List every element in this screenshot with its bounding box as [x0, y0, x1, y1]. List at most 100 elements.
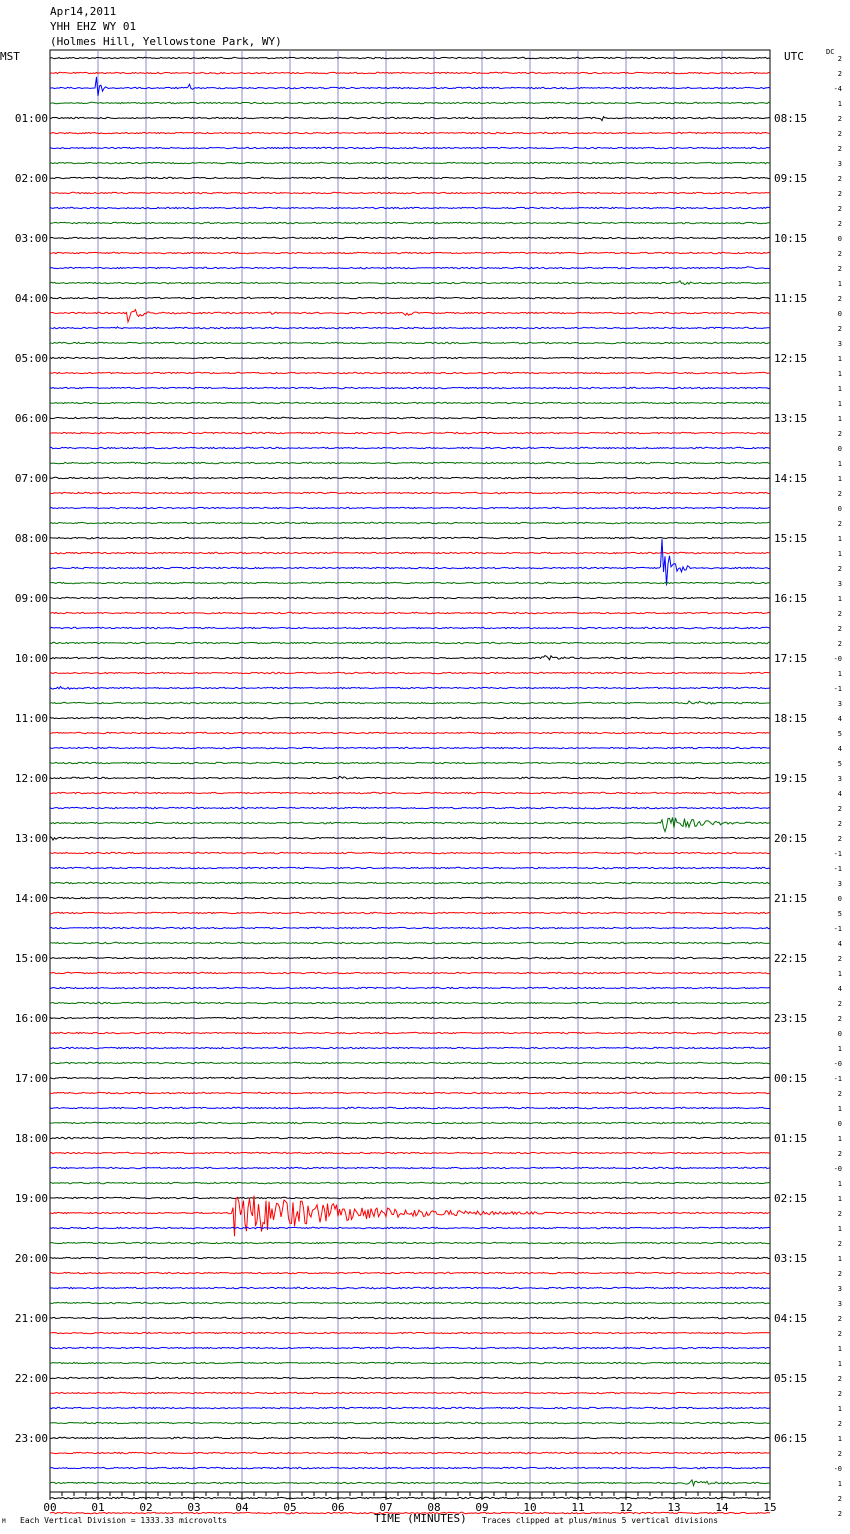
dc-offset-value: 2	[838, 1240, 842, 1248]
trace-row-25	[49, 431, 771, 435]
dc-offset-value: 1	[838, 970, 842, 978]
dc-offset-value: -0	[834, 1165, 842, 1173]
trace-row-79	[49, 1241, 771, 1245]
x-tick-label: 05	[283, 1501, 296, 1514]
dc-offset-value: 2	[838, 1210, 842, 1218]
mst-hour-label: 10:00	[15, 652, 48, 665]
dc-offset-value: 1	[838, 1480, 842, 1488]
trace-row-96	[49, 1496, 771, 1500]
trace-row-61	[49, 971, 771, 975]
dc-offset-value: -0	[834, 1465, 842, 1473]
dc-offset-value: 5	[838, 910, 842, 918]
utc-hour-label: 05:15	[774, 1372, 807, 1385]
mst-hour-label: 15:00	[15, 952, 48, 965]
utc-hour-label: 06:15	[774, 1432, 807, 1445]
trace-row-94	[49, 1466, 771, 1470]
trace-row-81	[49, 1271, 771, 1275]
trace-row-4	[49, 115, 771, 122]
dc-offset-value: 3	[838, 1300, 842, 1308]
x-tick-label: 00	[43, 1501, 56, 1514]
right-timezone-label: UTC	[784, 50, 804, 63]
left-timezone-label: MST	[0, 50, 20, 63]
trace-row-45	[49, 731, 771, 735]
mst-hour-label: 18:00	[15, 1132, 48, 1145]
mst-hour-label: 19:00	[15, 1192, 48, 1205]
dc-offset-value: 5	[838, 760, 842, 768]
trace-row-95	[49, 1478, 770, 1488]
utc-hour-label: 23:15	[774, 1012, 807, 1025]
dc-offset-value: -0	[834, 1060, 842, 1068]
x-tick-label: 08	[427, 1501, 440, 1514]
trace-row-80	[49, 1256, 771, 1260]
dc-offset-value: 4	[838, 715, 842, 723]
trace-row-87	[49, 1361, 771, 1365]
dc-offset-value: 2	[838, 115, 842, 123]
utc-hour-label: 12:15	[774, 352, 807, 365]
dc-offset-value: -1	[834, 865, 842, 873]
trace-row-88	[49, 1376, 771, 1380]
station-code: YHH EHZ WY 01	[50, 20, 137, 33]
trace-row-66	[49, 1046, 771, 1050]
dc-offset-value: 1	[838, 1135, 842, 1143]
dc-offset-value: 0	[838, 505, 842, 513]
trace-row-73	[49, 1151, 771, 1155]
dc-offset-value: 1	[838, 385, 842, 393]
trace-row-36	[49, 596, 771, 600]
trace-row-28	[49, 476, 771, 480]
trace-row-54	[49, 866, 771, 870]
trace-row-52	[49, 836, 771, 841]
trace-row-58	[49, 926, 771, 930]
dc-offset-value: 1	[838, 1105, 842, 1113]
dc-offset-value: 2	[838, 130, 842, 138]
trace-row-78	[49, 1226, 771, 1230]
trace-row-43	[49, 700, 770, 705]
dc-offset-value: 2	[838, 1495, 842, 1503]
x-tick-label: 12	[619, 1501, 632, 1514]
dc-offset-value: -0	[834, 655, 842, 663]
trace-row-64	[49, 1016, 771, 1020]
dc-offset-value: 2	[838, 145, 842, 153]
dc-offset-value: 2	[838, 70, 842, 78]
dc-offset-value: 2	[838, 1330, 842, 1338]
dc-offset-value: 1	[838, 415, 842, 423]
trace-row-20	[49, 356, 771, 360]
trace-row-68	[49, 1076, 771, 1080]
mst-hour-label: 08:00	[15, 532, 48, 545]
trace-row-15	[49, 279, 771, 286]
trace-row-49	[49, 791, 771, 795]
dc-offset-value: 2	[838, 1375, 842, 1383]
dc-offset-value: 0	[838, 310, 842, 318]
x-tick-label: 09	[475, 1501, 488, 1514]
trace-row-51	[49, 817, 771, 834]
dc-offset-value: 1	[838, 370, 842, 378]
plot-frame	[49, 49, 771, 1493]
trace-row-75	[50, 1181, 771, 1185]
trace-row-63	[49, 1001, 771, 1005]
mst-hour-label: 02:00	[15, 172, 48, 185]
trace-row-2	[49, 76, 771, 97]
chart-date: Apr14,2011	[50, 5, 117, 18]
utc-hour-label: 13:15	[774, 412, 807, 425]
dc-offset-value: 3	[838, 580, 842, 588]
trace-row-3	[49, 101, 771, 105]
dc-offset-value: 0	[838, 445, 842, 453]
trace-row-83	[49, 1301, 771, 1305]
dc-label: DC	[826, 48, 835, 56]
dc-offset-value: 2	[838, 1390, 842, 1398]
trace-row-74	[49, 1166, 771, 1170]
dc-offset-value: -1	[834, 685, 842, 693]
utc-hour-label: 16:15	[774, 592, 807, 605]
dc-offset-value: 1	[838, 1360, 842, 1368]
dc-offset-value: 2	[838, 295, 842, 303]
trace-row-97	[49, 1511, 771, 1515]
mst-hour-label: 17:00	[15, 1072, 48, 1085]
trace-row-62	[49, 986, 771, 990]
x-tick-label: 13	[667, 1501, 680, 1514]
dc-offset-value: 2	[838, 205, 842, 213]
trace-row-39	[49, 641, 771, 645]
trace-row-17	[49, 308, 771, 324]
dc-offset-value: 1	[838, 1405, 842, 1413]
trace-row-29	[49, 491, 770, 495]
dc-offset-value: 2	[838, 1270, 842, 1278]
dc-offset-value: 2	[838, 325, 842, 333]
